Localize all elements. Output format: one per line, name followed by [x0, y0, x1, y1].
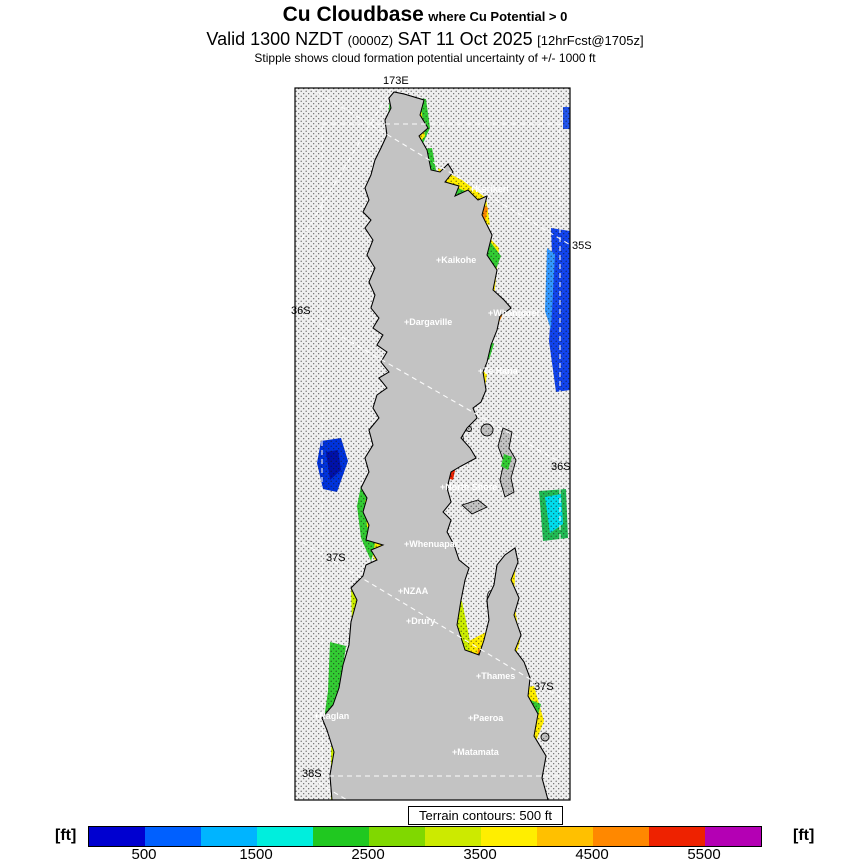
valid-zulu: (0000Z): [347, 33, 394, 49]
colorbar-segment: [201, 827, 257, 846]
colorbar-tick: 4500: [575, 846, 609, 863]
site-label-raglan: +Raglan: [314, 711, 349, 721]
colorbar-segment: [593, 827, 649, 846]
colorbar-segment: [649, 827, 705, 846]
latitude-line-38s: [295, 768, 348, 800]
colorbar: [88, 826, 762, 847]
site-label-nzaa: +NZAA: [398, 586, 429, 596]
site-label-dargaville: +Dargaville: [404, 317, 452, 327]
site-label-whangarei: +Whangarei: [488, 308, 539, 318]
colorbar-tick: 2500: [351, 846, 385, 863]
site-label-matamata: +Matamata: [452, 747, 500, 757]
colorbar-tick: 1500: [239, 846, 273, 863]
colorbar-segment: [145, 827, 201, 846]
colorbar-unit-right: [ft]: [793, 827, 815, 844]
title-block: Cu Cloudbase where Cu Potential > 0 Vali…: [0, 0, 850, 65]
colorbar-segment: [89, 827, 145, 846]
colorbar-tick: 500: [131, 846, 157, 863]
map-content: +Kerikeri +Kaikohe +Whangarei +Dargaville +T…: [295, 88, 570, 800]
site-labels: +Kerikeri +Kaikohe +Whangarei +Dargaville +T…: [314, 184, 539, 757]
colorbar-segment: [369, 827, 425, 846]
terrain-contours-note: Terrain contours: 500 ft: [408, 806, 563, 825]
graticule-label-38s: 38S: [302, 768, 322, 780]
forecast-map: +Kerikeri +Kaikohe +Whangarei +Dargaville +T…: [283, 70, 595, 814]
graticule: [295, 88, 570, 800]
graticule-label-173e: 173E: [383, 75, 409, 87]
site-label-thames: +Thames: [476, 671, 515, 681]
graticule-label-35s: 35S: [572, 240, 592, 252]
graticule-labels: 173E 35S 36S 36S 37S 37S 38S: [291, 75, 592, 780]
colorbar-segment: [313, 827, 369, 846]
colorbar-segment: [537, 827, 593, 846]
colorbar-tick: 3500: [463, 846, 497, 863]
valid-date: SAT 11 Oct 2025: [397, 29, 533, 50]
colorbar-segment: [705, 827, 761, 846]
stipple-note: Stipple shows cloud formation potential …: [254, 50, 596, 65]
latitude-line-36s: [295, 309, 570, 469]
site-label-drury: +Drury: [406, 616, 435, 626]
site-label-whenuapai: +Whenuapai: [404, 539, 457, 549]
colorbar-tick-labels: 500 1500 2500 3500 4500 5500: [88, 845, 760, 863]
forecast-info: [12hrFcst@1705z]: [537, 33, 644, 49]
site-label-te-hana: +Te Hana: [478, 366, 519, 376]
latitude-line-35s: [309, 88, 570, 246]
graticule-label-37s: 37S: [326, 552, 346, 564]
map-border: [294, 87, 571, 801]
site-label-paeroa: +Paeroa: [468, 713, 504, 723]
valid-time: Valid 1300 NZDT: [206, 29, 344, 50]
graticule-label-36s: 36S: [551, 461, 571, 473]
inner-domain-box: [321, 123, 561, 777]
site-label-north-shore: +North Shore: [440, 482, 497, 492]
title-line-1: Cu Cloudbase where Cu Potential > 0: [0, 3, 850, 27]
title-line-2: Valid 1300 NZDT (0000Z) SAT 11 Oct 2025 …: [0, 29, 850, 50]
colorbar-segment: [425, 827, 481, 846]
longitude-line-173e: [295, 88, 393, 251]
colorbar-segment: [257, 827, 313, 846]
chart-title: Cu Cloudbase: [282, 3, 424, 26]
graticule-label-36s: 36S: [291, 305, 311, 317]
map-svg: +Kerikeri +Kaikohe +Whangarei +Dargaville +T…: [291, 75, 592, 801]
colorbar-segment: [481, 827, 537, 846]
chart-title-qualifier: where Cu Potential > 0: [428, 9, 568, 24]
site-label-kaikohe: +Kaikohe: [436, 255, 476, 265]
site-label-kerikeri: +Kerikeri: [470, 184, 509, 194]
graticule-label-37s: 37S: [534, 681, 554, 693]
colorbar-unit-left: [ft]: [55, 827, 77, 844]
colorbar-tick: 5500: [687, 846, 721, 863]
